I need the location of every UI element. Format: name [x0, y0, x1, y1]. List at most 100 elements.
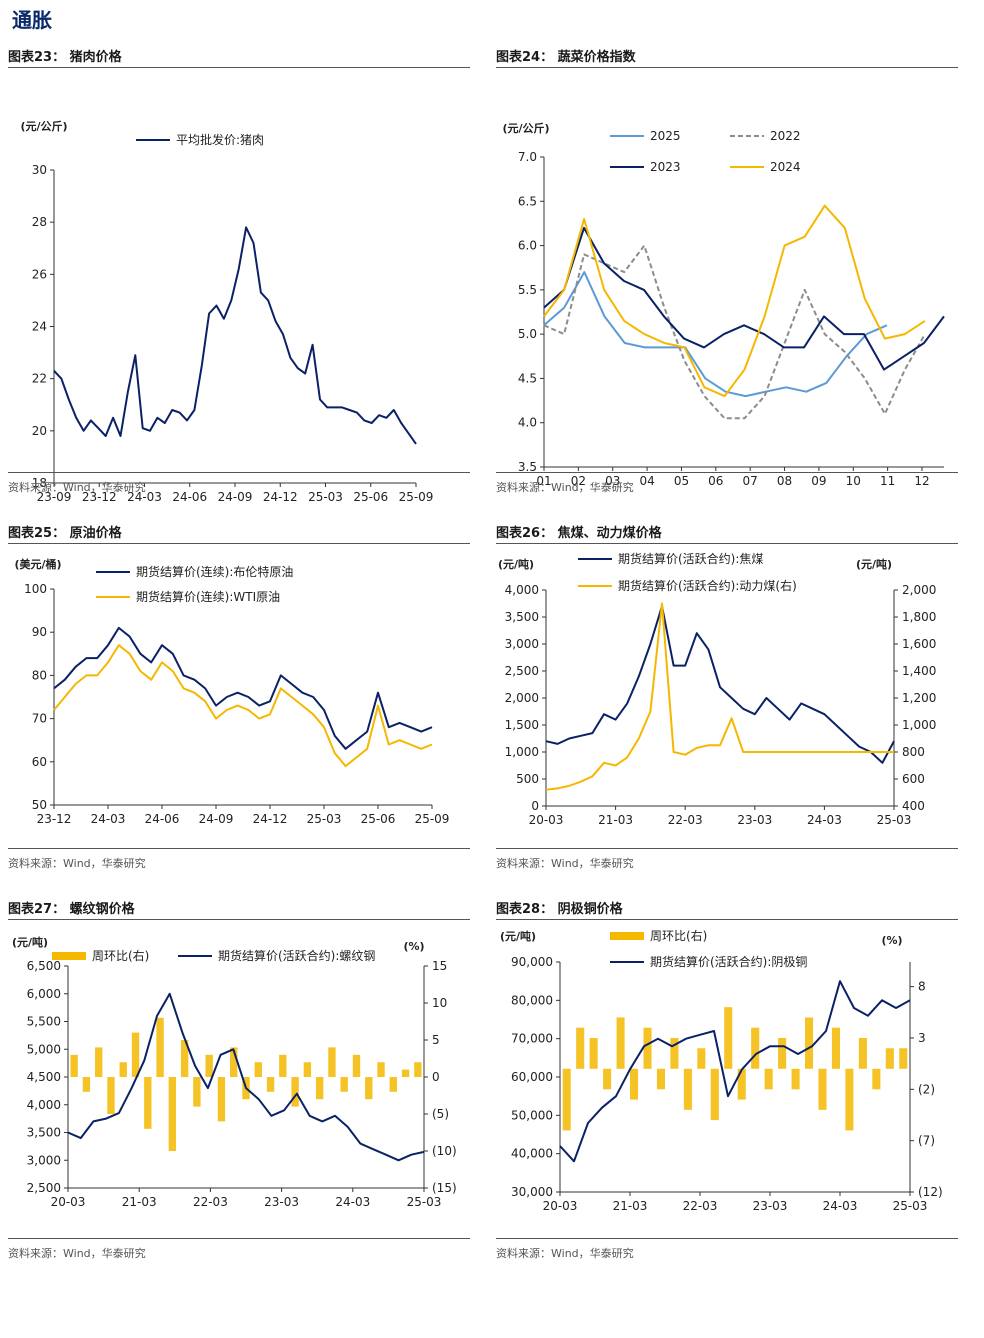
- y-right-tick-label: 5: [432, 1033, 440, 1047]
- legend-label: 周环比(右): [650, 928, 707, 943]
- bar-mark: [107, 1077, 115, 1114]
- chart-panel-rebar: 图表27： 螺纹钢价格 6,500 6,000 5,500 5,000 4,500 4,0…: [8, 898, 470, 1338]
- y-right-tick-label: (5): [432, 1107, 449, 1121]
- legend-swatch: [610, 932, 644, 940]
- bar-mark: [751, 1027, 760, 1069]
- series-line: [545, 602, 894, 791]
- bar-mark: [95, 1047, 103, 1077]
- y-right-tick-label: (15): [432, 1181, 457, 1195]
- bar-mark: [352, 1054, 361, 1077]
- y-tick-label: 1,000: [505, 745, 539, 759]
- bar-mark: [401, 1069, 410, 1077]
- x-tick-label: 07: [743, 474, 758, 488]
- y-tick-label: 2,500: [505, 664, 539, 678]
- bar-mark: [144, 1077, 152, 1129]
- y-right-tick-label: 15: [432, 959, 447, 973]
- bar-mark: [697, 1048, 706, 1069]
- vegetable-price-chart: 7.0 6.5 6.0 5.5 5.0 4.5 4.0 3.501 02 03 04 05 06 07 08…: [502, 121, 945, 488]
- bar-mark: [230, 1047, 238, 1077]
- series-line: [543, 271, 888, 398]
- bar-mark: [831, 1027, 840, 1069]
- x-tick-label: 20-03: [543, 1199, 578, 1213]
- bar-mark: [70, 1054, 78, 1077]
- legend-label: 期货结算价(活跃合约):阴极铜: [650, 954, 807, 969]
- bar-mark: [885, 1048, 894, 1069]
- series-line: [543, 244, 926, 420]
- x-tick-label: 24-09: [218, 490, 253, 504]
- x-tick-label: 23-03: [737, 813, 772, 827]
- x-tick-label: 25-03: [877, 813, 912, 827]
- y-tick-label: 5,500: [27, 1015, 61, 1029]
- chart-title: 图表24： 蔬菜价格指数: [496, 46, 958, 68]
- bar-mark: [193, 1077, 201, 1107]
- bar-mark: [845, 1068, 854, 1131]
- legend-label: 2022: [770, 129, 801, 143]
- series-line: [543, 226, 945, 371]
- bar-mark: [603, 1068, 612, 1090]
- source-note: 资料来源：Wind，华泰研究: [8, 1238, 470, 1261]
- rebar-price-chart: 6,500 6,000 5,500 5,000 4,500 4,000 3,500 3,000…: [12, 935, 457, 1209]
- y-tick-label: 50,000: [511, 1108, 553, 1122]
- x-tick-label: 22-03: [683, 1199, 718, 1213]
- x-tick-label: 23-03: [753, 1199, 788, 1213]
- bar-mark: [82, 1077, 91, 1092]
- y-tick-label: 4.5: [518, 371, 537, 385]
- chart-title: 图表26： 焦煤、动力煤价格: [496, 522, 958, 544]
- y-axis-right-unit: (%): [881, 934, 902, 947]
- y-axis-unit: (元/吨): [12, 935, 48, 949]
- source-note: 资料来源：Wind，华泰研究: [8, 848, 470, 871]
- bar-mark: [710, 1068, 719, 1121]
- bar-mark: [616, 1017, 625, 1069]
- y-tick-label: 90: [32, 625, 47, 639]
- x-tick-label: 05: [674, 474, 689, 488]
- y-tick-label: 28: [32, 215, 47, 229]
- y-tick-label: 6.0: [518, 239, 537, 253]
- chart-title: 图表28： 阴极铜价格: [496, 898, 958, 920]
- y-right-tick-label: 1,200: [902, 691, 936, 705]
- bar-mark: [576, 1027, 585, 1069]
- legend-label: 2025: [650, 129, 681, 143]
- x-tick-label: 25-06: [353, 490, 388, 504]
- x-tick-label: 21-03: [613, 1199, 648, 1213]
- bar-mark: [643, 1027, 652, 1069]
- chart-title: 图表23： 猪肉价格: [8, 46, 470, 68]
- chart-panel-coal: 图表26： 焦煤、动力煤价格 4,000 3,500 3,000 2,500 2,000…: [496, 522, 958, 962]
- series-line: [53, 644, 433, 768]
- y-tick-label: 4,000: [27, 1098, 61, 1112]
- bar-mark: [131, 1032, 140, 1077]
- y-tick-label: 3.5: [518, 460, 537, 474]
- y-tick-label: 80: [32, 668, 47, 682]
- y-tick-label: 6.5: [518, 194, 537, 208]
- x-tick-label: 21-03: [122, 1195, 157, 1209]
- x-tick-label: 25-03: [893, 1199, 928, 1213]
- y-right-tick-label: 3: [918, 1031, 926, 1045]
- bar-mark: [656, 1068, 665, 1090]
- y-tick-label: 500: [516, 772, 539, 786]
- y-tick-label: 5.5: [518, 283, 537, 297]
- x-tick-label: 12: [914, 474, 929, 488]
- bar-mark: [818, 1068, 827, 1110]
- x-tick-label: 25-03: [308, 490, 343, 504]
- x-tick-label: 24-03: [127, 490, 162, 504]
- x-tick-label: 24-03: [335, 1195, 370, 1209]
- y-tick-label: 80,000: [511, 993, 553, 1007]
- bar-mark: [389, 1077, 397, 1092]
- y-tick-label: 90,000: [511, 955, 553, 969]
- bar-mark: [303, 1062, 312, 1077]
- x-tick-label: 22-03: [668, 813, 703, 827]
- x-tick-label: 02: [571, 474, 586, 488]
- bar-mark: [156, 1017, 164, 1077]
- bar-mark: [858, 1037, 867, 1069]
- y-tick-label: 4,000: [505, 583, 539, 597]
- y-tick-label: 5,000: [27, 1042, 61, 1056]
- y-tick-label: 7.0: [518, 150, 537, 164]
- bar-mark: [778, 1037, 787, 1069]
- y-right-tick-label: (12): [918, 1185, 943, 1199]
- y-right-tick-label: (7): [918, 1134, 935, 1148]
- y-tick-label: 2,500: [27, 1181, 61, 1195]
- chart-panel-crude-oil: 图表25： 原油价格 100 90 80 70 60 50 23-12 24-03 24-06 2…: [8, 522, 470, 962]
- y-tick-label: 2,000: [505, 691, 539, 705]
- x-tick-label: 25-03: [407, 1195, 442, 1209]
- bar-mark: [683, 1068, 692, 1110]
